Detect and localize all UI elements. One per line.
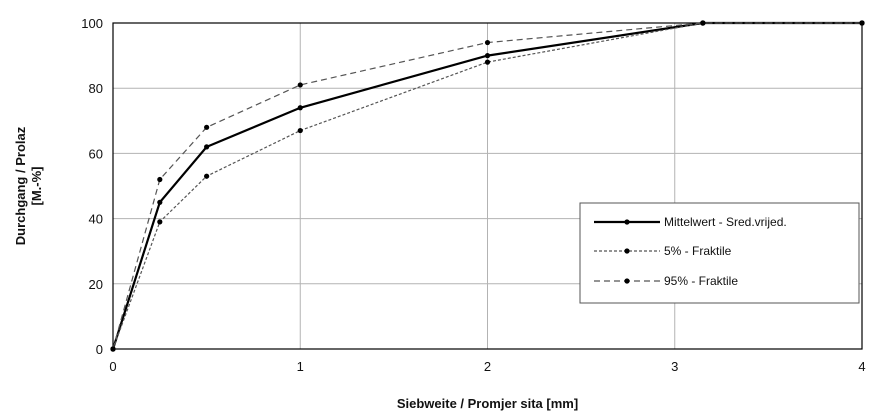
data-point [157, 177, 162, 182]
legend: Mittelwert - Sred.vrijed. 5% - Fraktile 95… [580, 203, 859, 303]
data-point [298, 82, 303, 87]
legend-label: 95% - Fraktile [664, 274, 738, 288]
legend-marker [624, 278, 629, 283]
data-point [204, 125, 209, 130]
data-point [485, 40, 490, 45]
y-tick-label: 60 [89, 146, 103, 161]
y-tick-label: 80 [89, 81, 103, 96]
data-point [700, 20, 705, 25]
x-tick-label: 0 [109, 359, 116, 374]
x-tick-label: 3 [671, 359, 678, 374]
legend-marker [624, 248, 629, 253]
y-tick-label: 20 [89, 277, 103, 292]
data-point [485, 60, 490, 65]
data-point [485, 53, 490, 58]
legend-marker [624, 219, 629, 224]
y-axis-title-line2: [M.-%] [29, 167, 44, 206]
x-tick-label: 4 [858, 359, 865, 374]
y-tick-label: 40 [89, 212, 103, 227]
y-tick-label: 100 [81, 16, 103, 31]
data-point [298, 105, 303, 110]
data-point [859, 20, 864, 25]
data-point [157, 219, 162, 224]
y-tick-label: 0 [96, 342, 103, 357]
data-point [110, 346, 115, 351]
data-point [298, 128, 303, 133]
legend-label: 5% - Fraktile [664, 244, 732, 258]
x-tick-label: 1 [297, 359, 304, 374]
data-point [157, 200, 162, 205]
y-axis-title-line1: Durchgang / Prolaz [13, 126, 28, 245]
data-point [204, 174, 209, 179]
x-tick-label: 2 [484, 359, 491, 374]
legend-label: Mittelwert - Sred.vrijed. [664, 215, 787, 229]
x-axis-title: Siebweite / Promjer sita [mm] [397, 396, 578, 411]
data-point [204, 144, 209, 149]
